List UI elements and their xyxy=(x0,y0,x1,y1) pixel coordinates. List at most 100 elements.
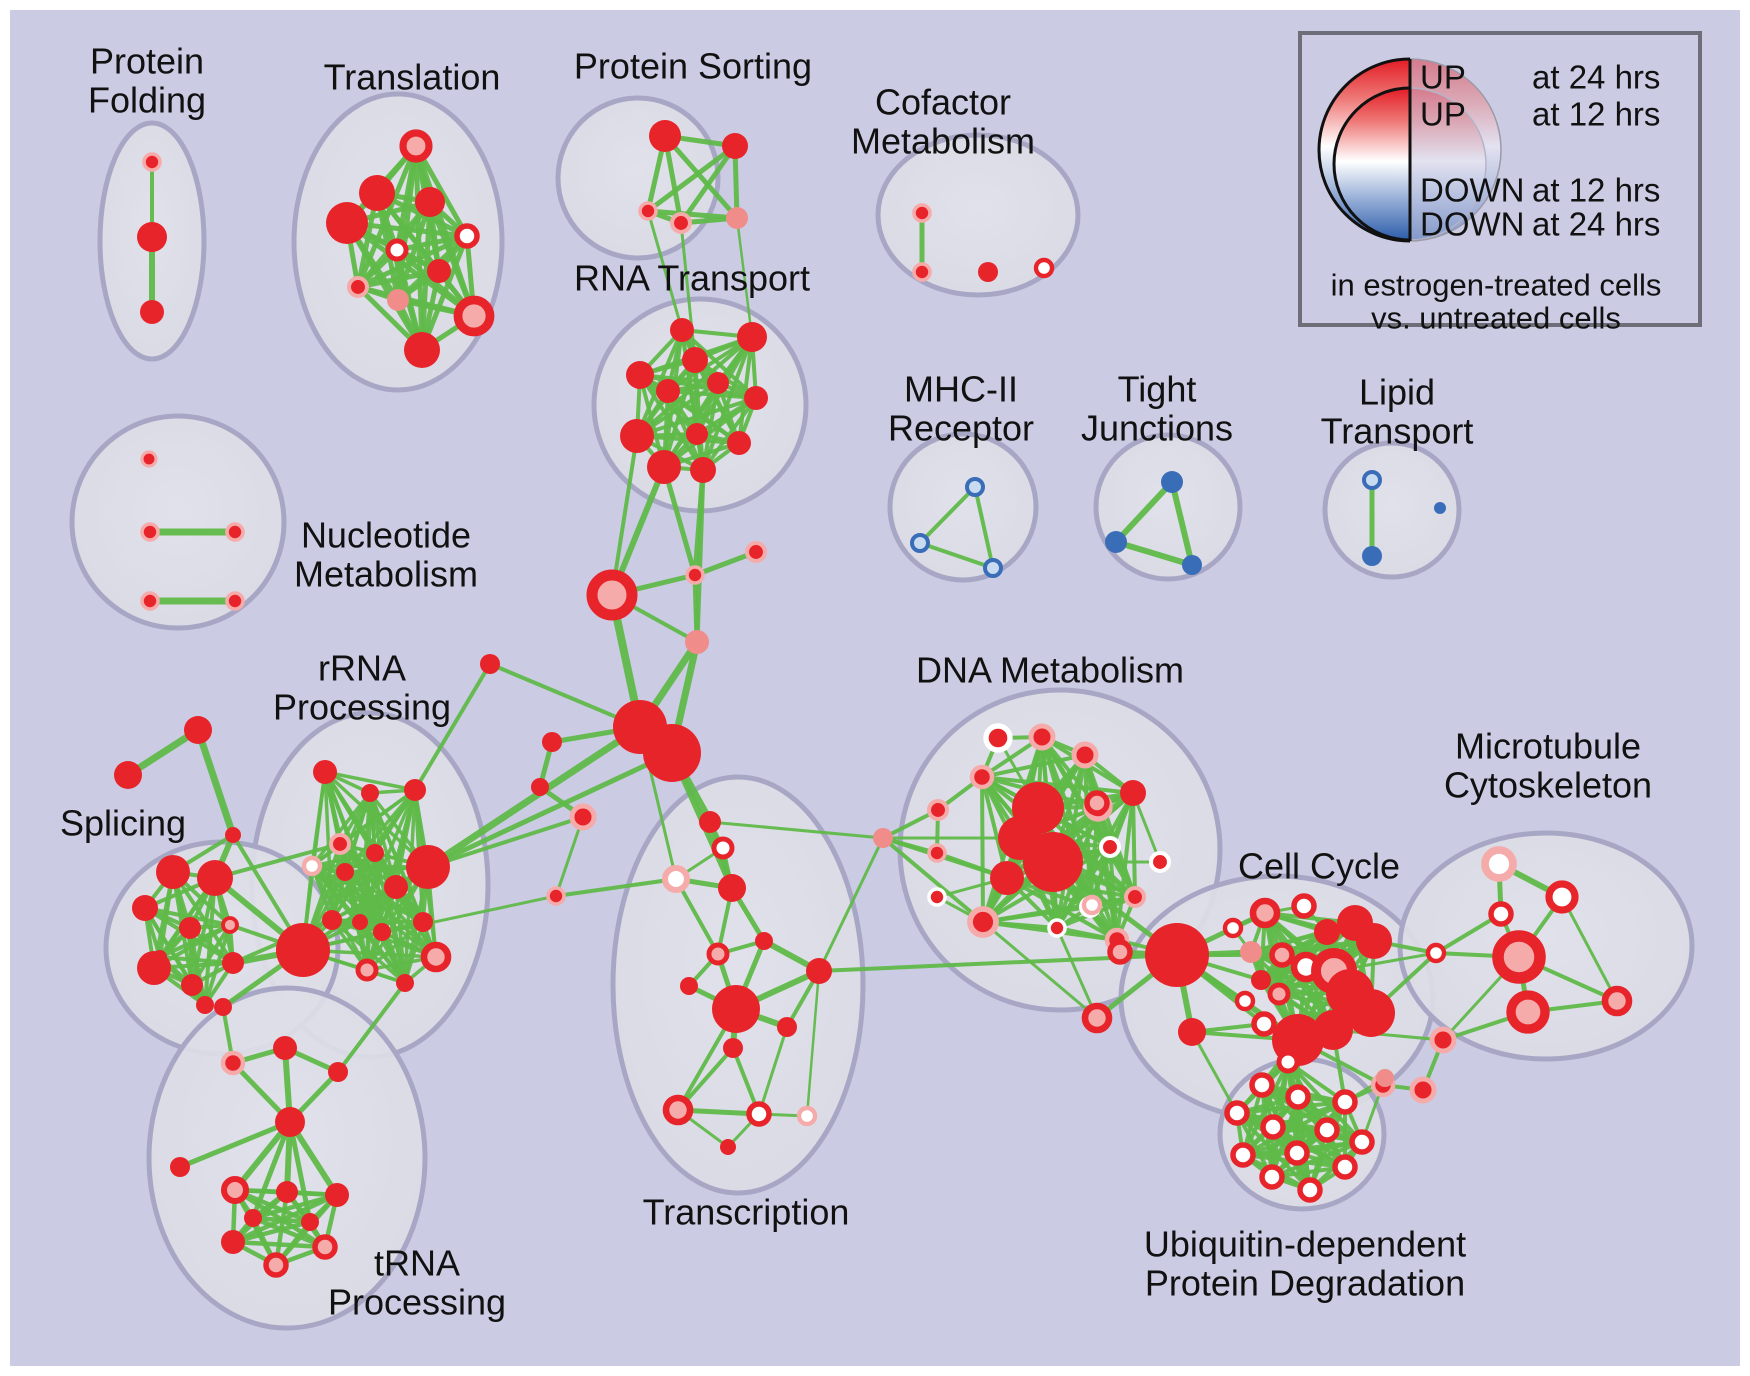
network-node-d2 xyxy=(1028,723,1056,751)
network-node-u9 xyxy=(1284,1140,1310,1166)
network-node-d23 xyxy=(1084,790,1110,816)
network-node-c12 xyxy=(1267,982,1291,1006)
network-node-q1 xyxy=(140,450,158,468)
network-edge xyxy=(554,877,678,898)
network-node-t8 xyxy=(620,419,654,453)
network-node-c16 xyxy=(1347,989,1395,1037)
network-node-r7 xyxy=(366,844,384,862)
network-node-r16 xyxy=(396,974,414,992)
network-node-c20 xyxy=(1222,917,1244,939)
network-node-pb3 xyxy=(1429,1026,1457,1054)
cluster-label-microtubule-cytoskeleton: Cytoskeleton xyxy=(1444,765,1652,806)
network-node-t6 xyxy=(707,372,729,394)
network-node-x16 xyxy=(720,1139,736,1155)
network-edge xyxy=(403,788,417,985)
network-node-q2 xyxy=(140,522,160,542)
network-node-d15 xyxy=(927,887,947,907)
network-edge xyxy=(336,981,407,1074)
cluster-label-trna-processing: tRNA xyxy=(374,1243,460,1284)
network-edge xyxy=(980,753,1087,779)
network-node-t3 xyxy=(682,347,708,373)
network-node-t9 xyxy=(686,423,708,445)
network-node-c6 xyxy=(1356,923,1392,959)
network-edge xyxy=(708,820,885,840)
network-node-u6 xyxy=(1314,1117,1340,1143)
network-node-h4 xyxy=(685,630,709,654)
network-node-s1 xyxy=(649,120,681,152)
network-node-u3 xyxy=(1332,1089,1358,1115)
network-node-p2 xyxy=(197,860,233,896)
network-node-r5 xyxy=(301,855,323,877)
network-node-d5 xyxy=(926,798,950,822)
network-node-d26 xyxy=(1081,894,1103,916)
network-node-mtD xyxy=(1492,930,1546,984)
cluster-label-protein-folding: Protein xyxy=(90,41,204,82)
network-edge xyxy=(250,1215,313,1225)
network-edge xyxy=(805,969,821,1118)
network-node-x8 xyxy=(680,977,698,995)
network-node-r2 xyxy=(361,784,379,802)
network-node-p3 xyxy=(132,895,158,921)
cluster-label-ubiquitin-degradation: Protein Degradation xyxy=(1145,1263,1465,1304)
network-node-d27 xyxy=(1107,939,1133,965)
cluster-label-lipid-transport: Transport xyxy=(1321,411,1474,452)
network-node-r3 xyxy=(404,779,426,801)
network-edge xyxy=(194,726,237,839)
network-node-mtE xyxy=(1425,942,1447,964)
network-node-p9 xyxy=(222,952,244,974)
network-edge xyxy=(610,434,639,597)
network-edge xyxy=(918,485,977,545)
network-node-u7 xyxy=(1349,1129,1375,1155)
network-node-u13 xyxy=(1276,1050,1300,1074)
cluster-label-cell-cycle: Cell Cycle xyxy=(1238,846,1400,887)
network-node-p5 xyxy=(221,916,239,934)
network-node-v5 xyxy=(385,238,409,262)
legend-inner-left-stroke xyxy=(1332,86,1411,242)
network-edge xyxy=(701,396,758,472)
cluster-label-cofactor-metabolism: Cofactor xyxy=(875,82,1011,123)
cluster-ellipse-transcription xyxy=(610,774,866,1196)
network-node-t7 xyxy=(744,386,768,410)
cluster-label-tight-junctions: Junctions xyxy=(1081,408,1233,449)
network-node-d18 xyxy=(1047,918,1067,938)
network-node-p4 xyxy=(179,917,201,939)
legend-right-half-fade xyxy=(1410,59,1501,241)
network-edge xyxy=(250,1192,340,1221)
network-node-p7 xyxy=(137,951,171,985)
network-node-c18 xyxy=(1313,1010,1353,1050)
network-edge xyxy=(1055,845,1112,930)
network-edge xyxy=(488,662,642,729)
network-edge xyxy=(881,836,985,924)
network-edge xyxy=(203,876,217,1007)
legend-state-label: UP xyxy=(1420,96,1466,133)
network-edge xyxy=(355,233,470,290)
network-node-r10 xyxy=(322,910,342,930)
cluster-ellipse-nucleotide-metabolism xyxy=(69,413,287,631)
network-node-c1 xyxy=(1178,1018,1206,1046)
cluster-label-protein-folding: Folding xyxy=(88,80,206,121)
network-node-c11 xyxy=(1251,970,1271,990)
network-node-d21 xyxy=(1148,850,1172,874)
network-node-f1 xyxy=(142,152,162,172)
network-node-u14 xyxy=(1376,1069,1394,1087)
network-node-g2 xyxy=(114,761,142,789)
network-node-w5 xyxy=(275,1107,305,1137)
network-edge xyxy=(426,815,585,869)
network-node-r9 xyxy=(406,845,450,889)
legend-time-label: at 24 hrs xyxy=(1532,206,1660,243)
network-node-g1 xyxy=(184,716,212,744)
cluster-label-rna-transport: RNA Transport xyxy=(574,258,810,299)
network-edge xyxy=(817,836,885,973)
network-edge xyxy=(735,216,754,339)
cluster-label-cofactor-metabolism: Metabolism xyxy=(851,121,1035,162)
network-node-c3 xyxy=(1291,893,1317,919)
network-node-l1 xyxy=(1362,470,1382,490)
network-node-m1 xyxy=(965,477,985,497)
network-node-v6 xyxy=(454,223,480,249)
network-node-w11 xyxy=(312,1234,338,1260)
network-edge xyxy=(662,133,740,221)
network-edge xyxy=(230,1219,313,1245)
network-node-d9 xyxy=(927,843,947,863)
network-edge xyxy=(310,791,372,868)
network-edge xyxy=(1115,791,1135,942)
